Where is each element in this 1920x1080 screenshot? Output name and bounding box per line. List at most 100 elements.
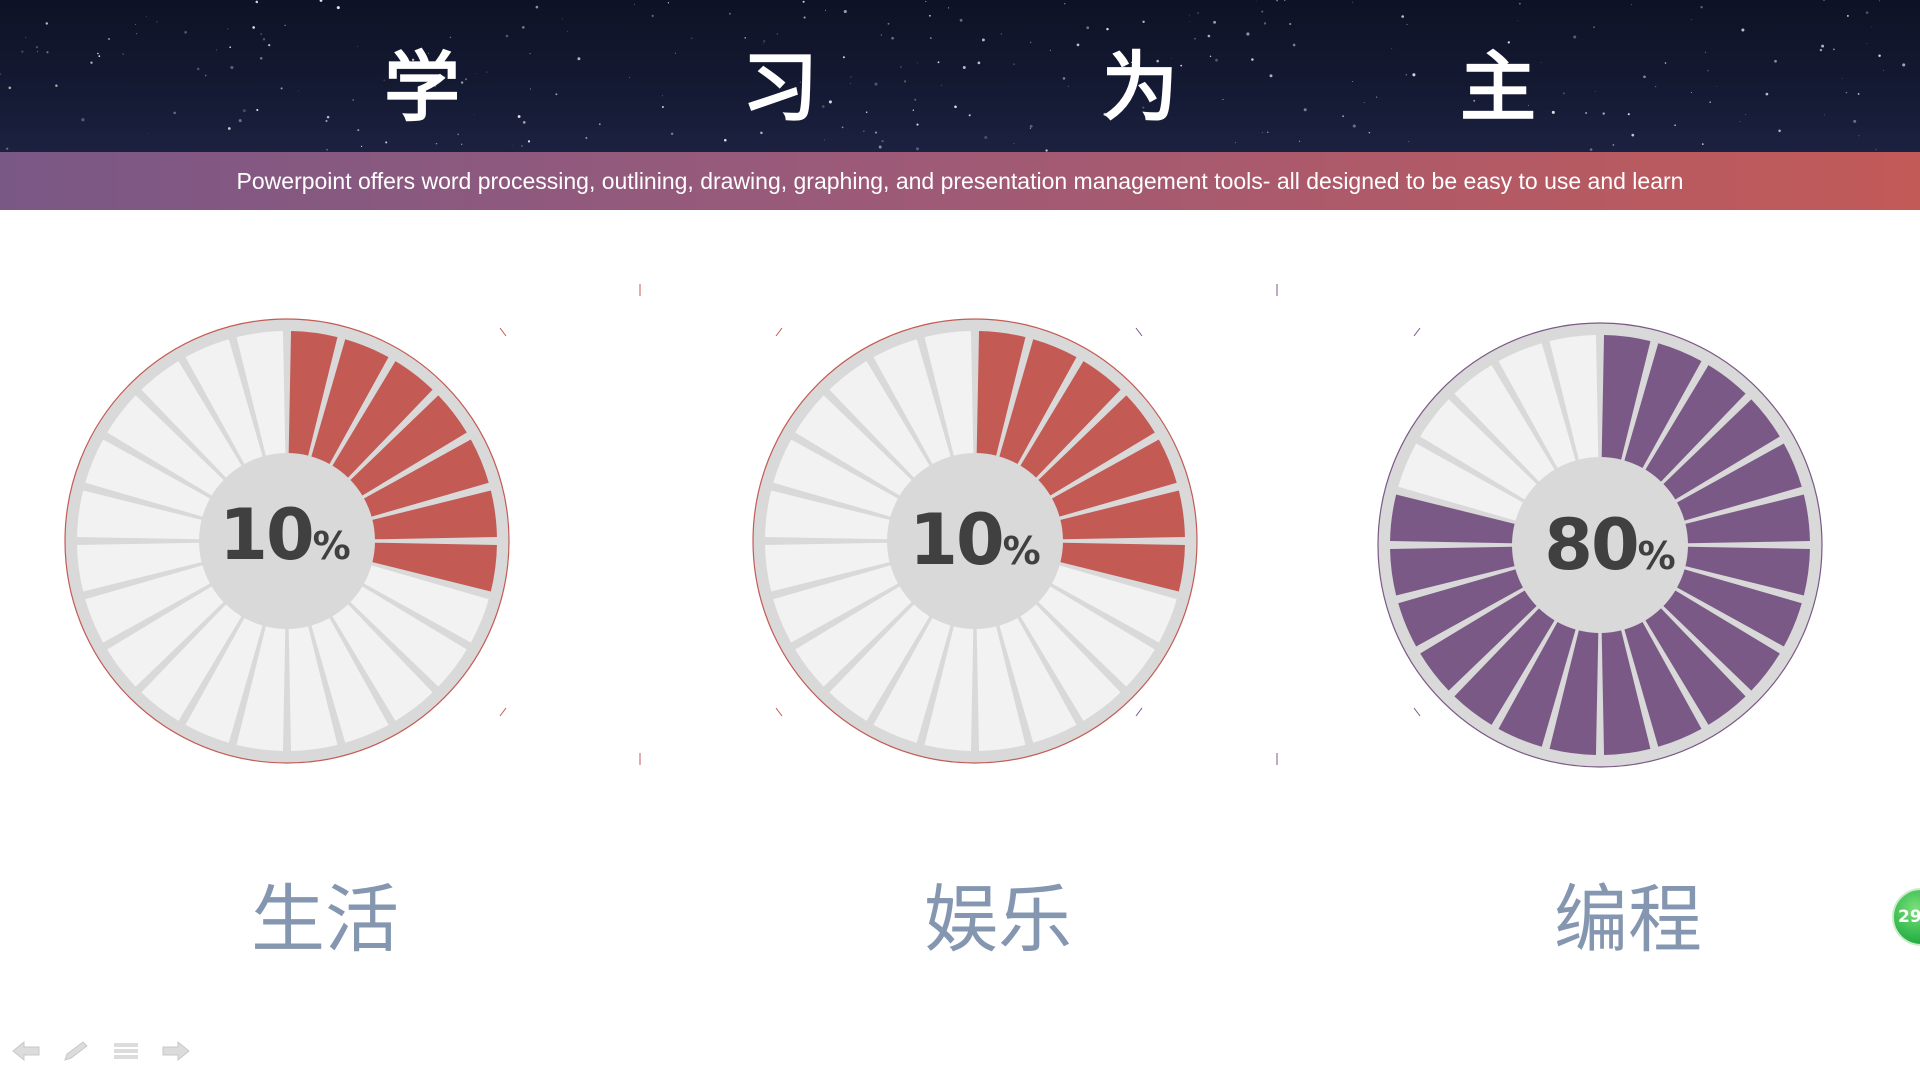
- star: [215, 49, 217, 51]
- star: [1189, 21, 1190, 23]
- star: [1643, 75, 1646, 79]
- star: [1473, 99, 1476, 102]
- label-programming: 编程: [1554, 877, 1702, 963]
- star: [850, 76, 852, 78]
- arrow-left-icon[interactable]: [10, 1038, 42, 1064]
- star: [475, 73, 477, 74]
- star: [1263, 22, 1267, 25]
- subtitle-band: Powerpoint offers word processing, outli…: [0, 152, 1920, 210]
- arrow-right-icon[interactable]: [160, 1038, 192, 1064]
- star: [577, 57, 581, 61]
- star: [230, 65, 234, 70]
- menu-icon[interactable]: [110, 1038, 142, 1064]
- star: [1067, 85, 1069, 87]
- star: [1086, 26, 1090, 30]
- pen-icon[interactable]: [60, 1038, 92, 1064]
- star: [1690, 91, 1692, 93]
- star: [1284, 0, 1286, 1]
- star: [1189, 14, 1191, 16]
- star: [1299, 140, 1301, 142]
- star: [326, 148, 328, 151]
- gauge-entertainment-segment: [765, 490, 890, 540]
- star: [25, 36, 27, 38]
- star: [0, 73, 2, 75]
- gauge-entertainment-segment: [1060, 490, 1185, 540]
- star: [505, 34, 509, 38]
- star: [916, 147, 919, 151]
- gauge-programming-segment: [1601, 335, 1651, 460]
- star: [1631, 133, 1635, 137]
- gauge-life-segment: [141, 361, 242, 478]
- star: [562, 18, 563, 20]
- star: [843, 9, 847, 14]
- gauge-life: [64, 318, 510, 764]
- gauge-life-segment: [311, 618, 389, 743]
- star: [55, 84, 58, 87]
- label-life: 生活: [251, 877, 399, 963]
- star: [256, 108, 259, 112]
- star: [1215, 58, 1218, 62]
- gauge-programming-segment: [1390, 546, 1515, 596]
- star: [156, 21, 158, 23]
- star: [1406, 23, 1408, 25]
- tick-mark: [1413, 327, 1421, 337]
- star: [900, 66, 902, 68]
- gauge-entertainment-segment: [1052, 439, 1177, 517]
- star: [1627, 113, 1630, 116]
- star: [842, 56, 845, 59]
- title-char-3: 为: [1102, 43, 1178, 132]
- star: [268, 43, 271, 47]
- star: [242, 109, 246, 113]
- star: [529, 52, 531, 55]
- star: [1593, 26, 1595, 28]
- star: [8, 86, 12, 90]
- star: [434, 84, 437, 88]
- star: [728, 12, 731, 15]
- star: [284, 24, 286, 27]
- star: [981, 38, 985, 42]
- star: [874, 131, 878, 134]
- gauge-life-segment: [350, 395, 467, 496]
- gauge-programming-unit: %: [1637, 534, 1676, 578]
- title-char-2: 习: [742, 43, 818, 132]
- gauge-programming-segment: [1398, 443, 1523, 521]
- star: [1251, 58, 1254, 61]
- star: [411, 58, 415, 61]
- star: [352, 99, 354, 101]
- gauge-life-segment: [107, 586, 224, 687]
- star: [984, 135, 988, 140]
- star: [929, 37, 932, 39]
- star: [567, 30, 568, 32]
- tick-mark: [775, 707, 783, 717]
- star: [1821, 44, 1825, 48]
- star: [1702, 143, 1704, 145]
- gauge-entertainment-segment: [773, 439, 898, 517]
- star: [1716, 85, 1718, 87]
- gauge-programming-segment: [1624, 622, 1702, 747]
- gauge-programming-segment: [1677, 443, 1802, 521]
- star: [521, 145, 523, 147]
- gauge-entertainment-segment: [873, 339, 951, 464]
- star: [968, 114, 971, 117]
- star: [1412, 73, 1416, 77]
- gauge-programming-segment: [1498, 343, 1576, 468]
- star: [136, 33, 138, 35]
- gauge-entertainment: [752, 318, 1198, 764]
- star: [45, 22, 49, 25]
- star: [229, 46, 232, 49]
- gauge-entertainment-segment: [1038, 395, 1155, 496]
- star: [1507, 41, 1510, 44]
- star: [1902, 63, 1906, 67]
- star: [319, 0, 323, 2]
- gauge-entertainment-segment: [795, 395, 912, 496]
- star: [744, 37, 746, 39]
- star: [954, 105, 957, 109]
- gauge-programming-segment: [1390, 494, 1515, 544]
- star: [822, 105, 825, 108]
- star: [527, 140, 531, 143]
- gauge-entertainment-segment: [829, 361, 930, 478]
- star: [774, 81, 776, 83]
- star: [763, 40, 766, 43]
- gauge-programming-segment: [1398, 569, 1523, 647]
- star: [1878, 54, 1881, 58]
